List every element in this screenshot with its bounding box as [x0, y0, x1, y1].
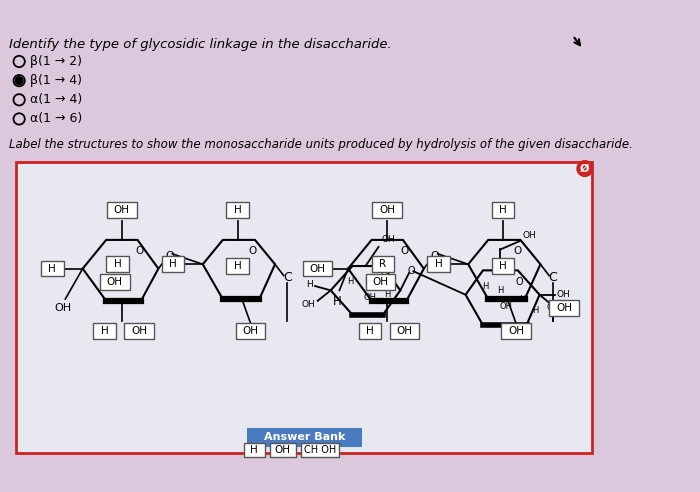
- FancyBboxPatch shape: [427, 256, 450, 272]
- Text: Answer Bank: Answer Bank: [264, 432, 345, 442]
- Text: H: H: [113, 259, 121, 269]
- Text: CH OH: CH OH: [304, 445, 337, 455]
- Text: OH: OH: [372, 277, 389, 287]
- Text: H: H: [333, 295, 342, 308]
- Text: H: H: [101, 326, 108, 337]
- FancyBboxPatch shape: [15, 161, 592, 453]
- Text: OH: OH: [54, 304, 71, 313]
- Text: H: H: [557, 306, 564, 315]
- Text: OH: OH: [275, 445, 290, 455]
- FancyBboxPatch shape: [41, 261, 64, 277]
- FancyBboxPatch shape: [107, 203, 136, 218]
- Text: H: H: [499, 261, 507, 271]
- Text: H: H: [48, 264, 56, 274]
- Text: H: H: [360, 323, 366, 333]
- FancyBboxPatch shape: [303, 261, 332, 277]
- FancyBboxPatch shape: [301, 443, 340, 457]
- Text: O: O: [408, 266, 415, 276]
- FancyBboxPatch shape: [501, 323, 531, 339]
- Text: OH: OH: [557, 290, 570, 299]
- FancyBboxPatch shape: [162, 256, 185, 272]
- Text: H: H: [234, 261, 241, 271]
- FancyBboxPatch shape: [390, 323, 419, 339]
- Text: OH: OH: [243, 326, 258, 337]
- Text: OH: OH: [114, 205, 130, 215]
- FancyBboxPatch shape: [491, 203, 514, 218]
- Text: H: H: [250, 445, 258, 455]
- Text: H: H: [497, 286, 503, 295]
- Text: H: H: [482, 281, 489, 291]
- Text: H: H: [366, 326, 374, 337]
- Text: H: H: [519, 295, 525, 304]
- Circle shape: [577, 161, 593, 176]
- Text: OH: OH: [107, 277, 123, 287]
- FancyBboxPatch shape: [549, 300, 579, 316]
- Text: H: H: [234, 205, 241, 215]
- Text: H: H: [306, 280, 312, 289]
- FancyBboxPatch shape: [365, 274, 395, 289]
- Text: H: H: [532, 306, 538, 315]
- Text: H: H: [384, 290, 391, 299]
- Text: OH: OH: [301, 300, 315, 309]
- Text: β(1 → 4): β(1 → 4): [31, 74, 83, 87]
- Text: H: H: [346, 277, 353, 286]
- Text: H: H: [169, 259, 177, 269]
- FancyBboxPatch shape: [358, 323, 382, 339]
- Text: O: O: [514, 246, 522, 256]
- FancyBboxPatch shape: [236, 323, 265, 339]
- Text: C: C: [548, 271, 557, 284]
- Text: OH: OH: [500, 302, 513, 310]
- Text: OH: OH: [382, 235, 395, 244]
- Text: β(1 → 2): β(1 → 2): [31, 55, 83, 68]
- FancyBboxPatch shape: [125, 323, 154, 339]
- Text: O: O: [400, 246, 409, 256]
- FancyBboxPatch shape: [244, 443, 265, 457]
- FancyBboxPatch shape: [372, 203, 402, 218]
- FancyBboxPatch shape: [106, 256, 129, 272]
- Text: C: C: [283, 271, 292, 284]
- Text: OH: OH: [369, 329, 383, 338]
- Text: H: H: [435, 259, 442, 269]
- FancyBboxPatch shape: [100, 274, 130, 289]
- Text: OH: OH: [522, 231, 536, 240]
- Text: R: R: [379, 259, 386, 269]
- Text: Identify the type of glycosidic linkage in the disaccharide.: Identify the type of glycosidic linkage …: [8, 38, 391, 51]
- Text: α(1 → 6): α(1 → 6): [31, 113, 83, 125]
- Text: H: H: [364, 277, 370, 286]
- Text: H: H: [499, 205, 507, 215]
- Text: CH: CH: [547, 303, 559, 312]
- Text: O: O: [135, 246, 143, 256]
- Text: O: O: [516, 277, 524, 287]
- Text: OH: OH: [309, 264, 326, 274]
- Text: OH: OH: [397, 326, 413, 337]
- FancyBboxPatch shape: [226, 203, 249, 218]
- FancyBboxPatch shape: [226, 258, 249, 274]
- Text: O: O: [381, 270, 388, 280]
- Text: OH: OH: [131, 326, 147, 337]
- FancyBboxPatch shape: [247, 428, 362, 447]
- Text: OH: OH: [508, 326, 524, 337]
- FancyBboxPatch shape: [270, 443, 296, 457]
- Text: OH: OH: [556, 303, 572, 313]
- Text: α(1 → 4): α(1 → 4): [31, 93, 83, 106]
- FancyBboxPatch shape: [491, 258, 514, 274]
- Text: O: O: [248, 246, 256, 256]
- Text: O: O: [165, 250, 174, 261]
- FancyBboxPatch shape: [93, 323, 116, 339]
- Text: Label the structures to show the monosaccharide units produced by hydrolysis of : Label the structures to show the monosac…: [8, 138, 633, 151]
- FancyBboxPatch shape: [372, 256, 394, 272]
- Text: OH: OH: [379, 205, 396, 215]
- Text: Ø: Ø: [580, 163, 589, 174]
- Text: O: O: [430, 250, 440, 261]
- Circle shape: [15, 77, 23, 85]
- Text: OH: OH: [363, 293, 377, 302]
